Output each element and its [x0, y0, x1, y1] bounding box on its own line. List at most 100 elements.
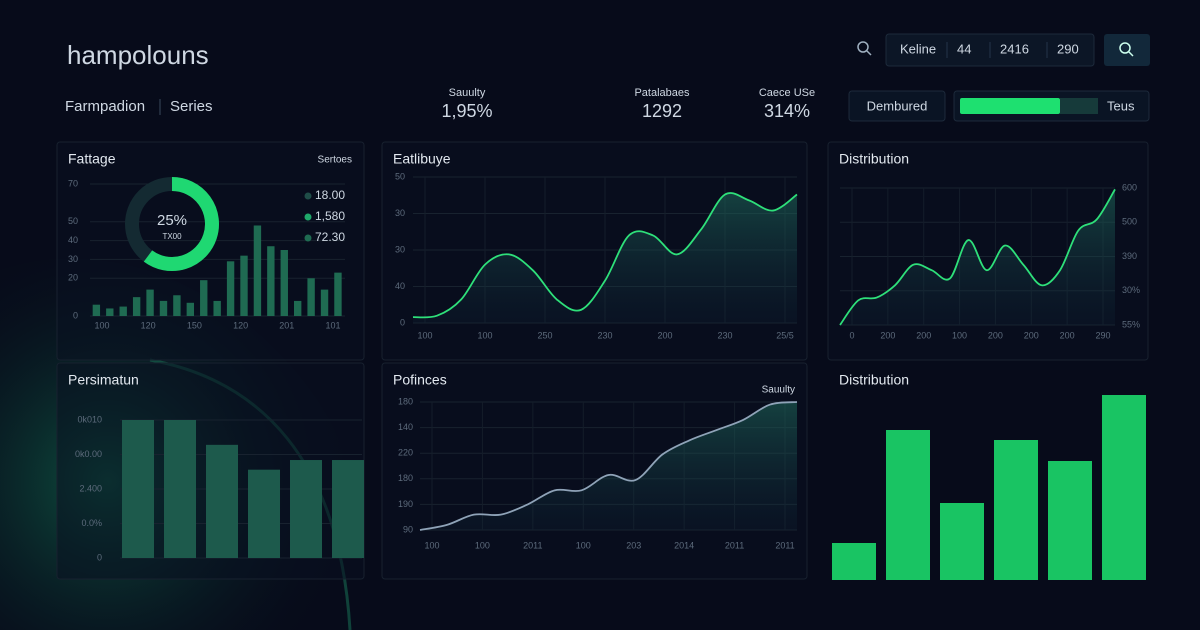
line-area: [420, 402, 797, 530]
panel-title: Fattage: [68, 151, 116, 167]
stat-value: 1292: [642, 101, 682, 121]
search-button[interactable]: [1104, 34, 1150, 66]
bar: [206, 444, 238, 558]
bar: [1102, 395, 1146, 580]
y-tick-label: 500: [1122, 217, 1137, 227]
x-tick-label: 200: [916, 330, 931, 340]
bar: [334, 272, 342, 316]
bar: [132, 297, 141, 316]
x-tick-label: 200: [988, 330, 1003, 340]
donut-sublabel: TX00: [162, 232, 182, 241]
x-tick-label: 2014: [674, 540, 694, 550]
line-area: [840, 189, 1115, 325]
donut-label: 25%: [157, 212, 187, 229]
x-tick-label: 203: [626, 540, 641, 550]
bar: [159, 300, 168, 316]
y-tick-label: 2.400: [79, 483, 102, 493]
bar: [146, 289, 154, 316]
x-tick-label: 100: [94, 320, 109, 330]
bar: [280, 250, 288, 316]
tab[interactable]: Series: [170, 98, 213, 115]
y-tick-label: 0k0.00: [75, 449, 102, 459]
y-tick-label: 70: [68, 178, 78, 188]
y-tick-label: 0k010: [77, 414, 102, 424]
button[interactable]: [848, 90, 946, 122]
bar: [186, 302, 195, 316]
line: [412, 192, 798, 319]
x-tick-label: 200: [657, 330, 672, 340]
panel-title: Pofinces: [393, 372, 447, 388]
x-tick-label: 2011: [725, 540, 744, 550]
x-tick-label: 100: [952, 330, 967, 340]
bar: [106, 308, 114, 316]
y-tick-label: 0: [97, 552, 102, 562]
app-title: hampolouns: [67, 40, 209, 70]
tab[interactable]: Farmpadion: [65, 98, 145, 115]
y-tick-label: 0: [400, 317, 405, 327]
search-field: Keline: [900, 41, 936, 56]
panel-title: Distribution: [839, 151, 909, 167]
x-tick-label: 100: [417, 330, 432, 340]
legend-label: 1,580: [315, 209, 345, 223]
bar: [173, 295, 181, 316]
search-icon[interactable]: [857, 41, 872, 56]
bar: [213, 300, 221, 316]
stat-value: 314%: [764, 101, 810, 121]
bar: [240, 255, 248, 316]
legend-dot: [304, 192, 312, 200]
bar: [122, 420, 154, 558]
search-button-icon: [1119, 42, 1134, 57]
y-tick-label: 190: [398, 499, 413, 509]
x-tick-label: 201: [279, 320, 294, 330]
bar: [119, 306, 127, 316]
bar: [332, 460, 364, 558]
bar: [253, 225, 262, 316]
line: [839, 188, 1116, 326]
stat-label: Sauulty: [449, 87, 486, 99]
x-tick-label: 120: [141, 320, 156, 330]
y-tick-label: 0.0%: [81, 518, 102, 528]
legend-label: 72.30: [315, 230, 345, 244]
y-tick-label: 50: [395, 171, 405, 181]
x-tick-label: 100: [475, 540, 490, 550]
y-tick-label: 30: [68, 254, 78, 264]
legend-title: Sauulty: [762, 385, 795, 396]
x-tick-label: 100: [576, 540, 591, 550]
y-tick-label: 390: [1122, 251, 1137, 261]
stat-value: 1,95%: [441, 101, 492, 121]
bar: [248, 469, 280, 558]
legend-title: Sertoes: [318, 155, 352, 166]
x-tick-label: 250: [537, 330, 552, 340]
x-tick-label: 100: [424, 540, 439, 550]
x-tick-label: 101: [325, 320, 340, 330]
line-area: [413, 192, 797, 323]
toggle-fill: [960, 98, 1060, 114]
bar: [267, 246, 275, 316]
legend-dot: [304, 234, 312, 242]
y-tick-label: 180: [398, 396, 413, 406]
bar: [1048, 461, 1092, 580]
toggle-track: [1060, 98, 1098, 114]
bar: [307, 278, 315, 316]
bar: [940, 503, 984, 580]
stat-label: Patalabaes: [634, 87, 690, 99]
x-tick-label: 200: [1024, 330, 1039, 340]
y-tick-label: 30%: [1122, 285, 1140, 295]
bar: [994, 440, 1038, 580]
bar: [294, 300, 302, 316]
panel-title: Eatlibuye: [393, 151, 451, 167]
line: [419, 401, 798, 531]
y-tick-label: 600: [1122, 182, 1137, 192]
bar: [200, 280, 208, 316]
button-label: Dembured: [867, 98, 928, 113]
legend-label: 18.00: [315, 188, 345, 202]
x-tick-label: 100: [477, 330, 492, 340]
stat-label: Caece USe: [759, 87, 815, 99]
bar: [290, 460, 322, 558]
bar: [164, 420, 196, 558]
x-tick-label: 230: [597, 330, 612, 340]
y-tick-label: 180: [398, 473, 413, 483]
y-tick-label: 90: [403, 524, 413, 534]
panel-title: Distribution: [839, 372, 909, 388]
